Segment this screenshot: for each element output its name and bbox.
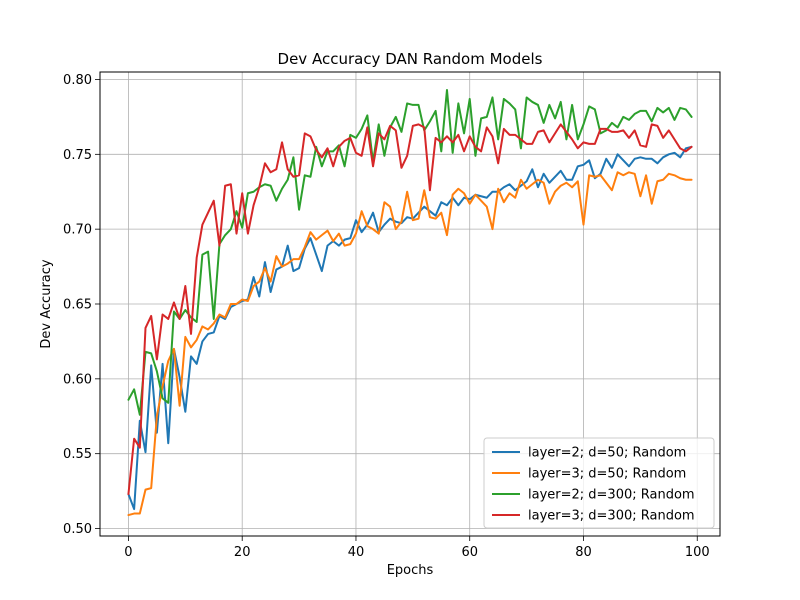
series-line-2 <box>127 171 693 517</box>
x-axis: 0 20 40 60 80 100 <box>124 536 710 560</box>
y-tick-label: 0.65 <box>63 298 92 313</box>
legend-box <box>483 437 715 529</box>
y-tick-label: 0.80 <box>63 73 92 88</box>
y-tick-label: 0.55 <box>63 447 92 462</box>
y-tick-label: 0.70 <box>63 223 92 238</box>
legend-entry: layer=2; d=50; Random <box>528 446 686 461</box>
y-tick-label: 0.60 <box>63 372 92 387</box>
x-tick-label: 100 <box>685 545 710 560</box>
legend-entry: layer=3; d=50; Random <box>528 467 686 482</box>
y-tick-label: 0.50 <box>63 522 92 537</box>
legend-entry: layer=2; d=300; Random <box>528 488 695 503</box>
x-tick-label: 40 <box>348 545 365 560</box>
legend-entry: layer=3; d=300; Random <box>528 509 695 524</box>
series-line-3 <box>127 88 693 416</box>
y-tick-label: 0.75 <box>63 148 92 163</box>
grid-lines <box>100 72 720 536</box>
chart-title: Dev Accuracy DAN Random Models <box>278 50 543 68</box>
x-tick-label: 20 <box>234 545 251 560</box>
x-tick-label: 60 <box>461 545 478 560</box>
y-axis-label: Dev Accuracy <box>39 259 54 348</box>
x-tick-label: 0 <box>124 545 132 560</box>
series-line-4 <box>127 123 693 496</box>
x-axis-label: Epochs <box>387 563 434 578</box>
x-tick-label: 80 <box>575 545 592 560</box>
series-lines <box>127 88 693 517</box>
legend: layer=2; d=50; Random layer=3; d=50; Rand… <box>483 437 715 529</box>
y-axis: 0.50 0.55 0.60 0.65 0.70 0.75 0.80 <box>63 73 100 537</box>
